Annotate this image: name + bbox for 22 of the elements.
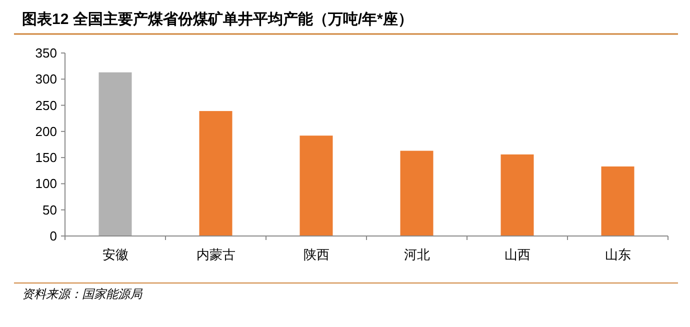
bar	[400, 150, 434, 236]
y-tick-label: 250	[35, 98, 57, 113]
text: 资料来源：国家能源局	[22, 287, 143, 301]
bar	[500, 154, 534, 236]
y-tick-label: 150	[35, 150, 57, 166]
x-tick-label: 山西	[504, 247, 530, 262]
bar	[601, 166, 634, 236]
x-tick-label: 陕西	[303, 247, 330, 262]
bar	[199, 111, 232, 236]
x-tick-label: 山东	[604, 247, 631, 262]
bar	[300, 136, 333, 236]
y-tick-label: 350	[35, 46, 57, 60]
y-tick-label: 50	[42, 202, 57, 218]
y-tick-label: 200	[35, 124, 57, 139]
y-tick-label: 300	[35, 72, 57, 87]
x-tick-label: 安徽	[102, 247, 128, 262]
chart-title: 图表12 全国主要产煤省份煤矿单井平均产能（万吨/年*座）	[22, 10, 413, 28]
y-tick-label: 100	[35, 176, 57, 192]
x-tick-label: 内蒙古	[196, 247, 236, 262]
bar	[98, 72, 132, 236]
y-tick-label: 0	[50, 228, 57, 244]
x-tick-label: 河北	[404, 247, 430, 262]
